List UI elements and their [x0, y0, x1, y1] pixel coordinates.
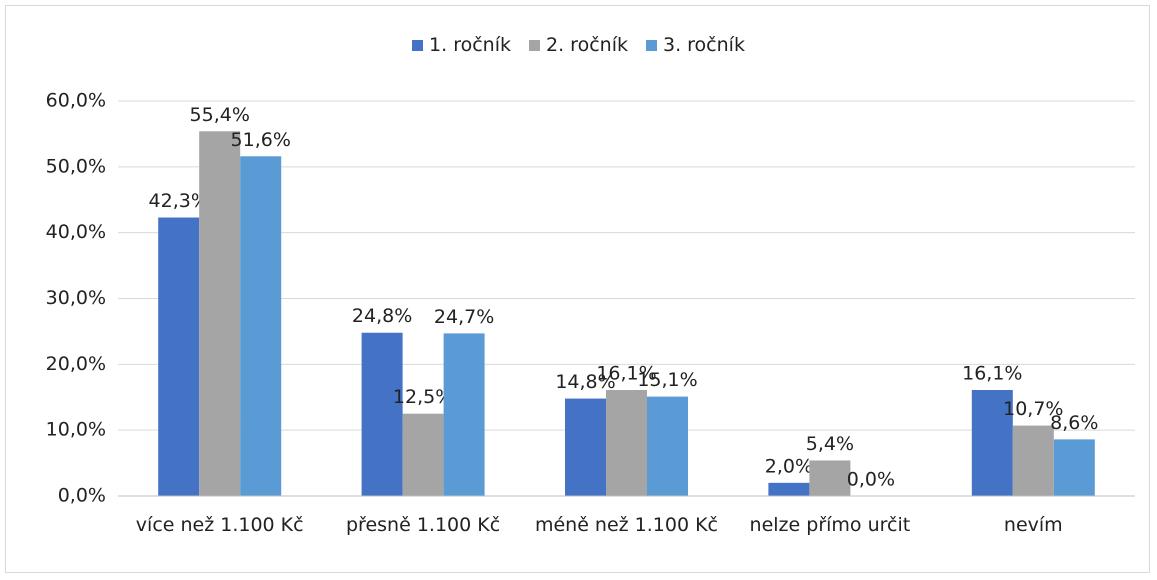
bar — [606, 390, 647, 496]
x-tick-label: nelze přímo určit — [749, 514, 911, 536]
data-label: 16,1% — [596, 363, 656, 385]
bar — [768, 482, 810, 496]
bar — [565, 398, 606, 496]
y-tick-label: 40,0% — [46, 221, 106, 243]
legend-label: 3. ročník — [662, 34, 745, 56]
data-label: 12,5% — [393, 386, 453, 408]
chart-border — [5, 5, 1150, 573]
data-label: 51,6% — [231, 129, 291, 151]
legend-label: 1. ročník — [429, 34, 512, 56]
y-tick-label: 50,0% — [46, 155, 106, 177]
data-label: 8,6% — [1050, 412, 1098, 434]
bar — [971, 390, 1013, 496]
legend-swatch — [645, 39, 657, 51]
bar — [199, 131, 241, 497]
y-tick-label: 10,0% — [46, 419, 106, 441]
x-tick-label: nevím — [1003, 514, 1063, 536]
legend-item: 2. ročník — [529, 34, 628, 56]
data-label: 24,8% — [352, 305, 412, 327]
data-label: 0,0% — [847, 469, 895, 491]
y-tick-label: 30,0% — [46, 287, 106, 309]
x-tick-label: více než 1.100 Kč — [135, 514, 304, 536]
bar — [158, 217, 200, 496]
data-label: 14,8% — [555, 371, 615, 393]
data-label: 15,1% — [637, 369, 697, 391]
bar — [402, 413, 444, 496]
data-label: 42,3% — [149, 190, 209, 212]
data-label: 5,4% — [806, 433, 854, 455]
data-label: 24,7% — [434, 306, 494, 328]
x-tick-label: přesně 1.100 Kč — [346, 514, 501, 536]
y-tick-label: 20,0% — [46, 353, 106, 375]
bar — [443, 333, 485, 496]
legend-item: 3. ročník — [645, 34, 745, 56]
x-tick-label: méně než 1.100 Kč — [534, 514, 719, 536]
legend-swatch — [412, 39, 424, 51]
data-label: 10,7% — [1003, 398, 1063, 420]
bar — [240, 156, 282, 497]
data-label: 16,1% — [962, 363, 1022, 385]
bar — [809, 460, 851, 496]
bar — [1053, 439, 1095, 496]
bar — [647, 396, 688, 496]
legend-swatch — [529, 39, 541, 51]
y-tick-label: 60,0% — [46, 90, 106, 112]
bar — [1012, 425, 1054, 496]
y-tick-label: 0,0% — [58, 485, 106, 507]
legend-item: 1. ročník — [412, 34, 511, 56]
data-label: 2,0% — [765, 455, 813, 477]
legend-label: 2. ročník — [546, 34, 628, 56]
data-label: 55,4% — [190, 104, 250, 126]
legend: 1. ročník 2. ročník 3. ročník — [0, 34, 1157, 56]
bar — [361, 332, 403, 496]
